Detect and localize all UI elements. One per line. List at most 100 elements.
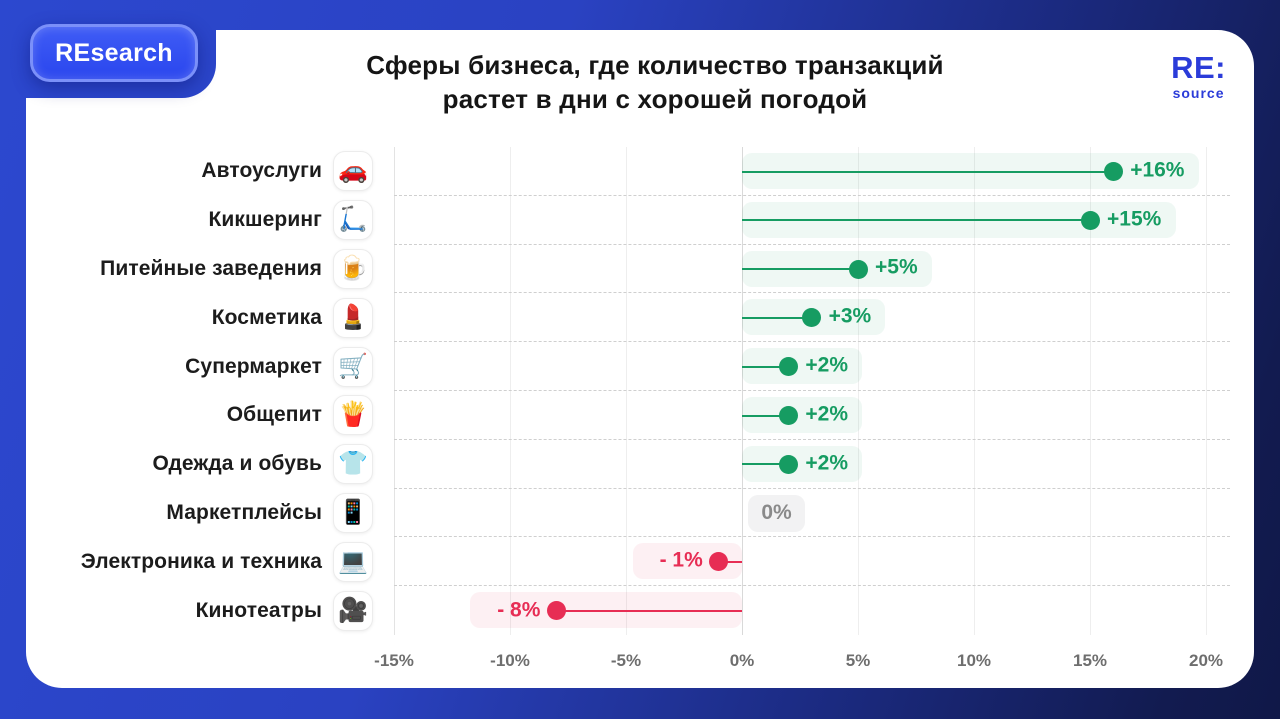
value-label: +15% [1107,207,1162,231]
lollipop-stem [742,365,789,368]
smartphone-icon: 📱 [333,492,373,533]
lollipop-stem [742,463,789,466]
category-label: Общепит [226,403,322,427]
fries-icon: 🍟 [333,395,373,436]
x-tick-label: 0% [729,651,755,670]
chart-row: +2% [394,391,1230,440]
lollipop-stem [742,219,1090,222]
lollipop-dot [709,552,729,572]
car-icon: 🚗 [333,151,373,192]
x-tick-label: 15% [1072,651,1108,670]
lollipop-stem [556,609,742,612]
chart-row: +16% [394,147,1230,196]
category-label: Маркетплейсы [166,500,322,524]
movie-camera-icon-glyph: 🎥 [338,596,368,624]
value-label: +2% [805,402,849,426]
gridline-15 [1090,147,1091,635]
category-row: Маркетплейсы 📱 [26,489,394,538]
chart-row: +2% [394,440,1230,489]
x-tick-label: -5% [610,651,642,670]
category-row: Супермаркет 🛒 [26,342,394,391]
x-axis-tick-labels: -15% -10% -5% 0% 5% 10% 15% 20% [374,651,1230,677]
category-label: Супермаркет [185,354,322,378]
x-tick-label: 5% [845,651,871,670]
chart-title-line2: растет в дни с хорошей погодой [442,84,868,114]
lollipop-dot [778,454,798,474]
lollipop-stem [718,560,742,563]
value-label: +5% [875,256,918,280]
category-row: Питейные заведения 🍺 [26,245,394,294]
gridline-10 [974,147,975,635]
category-row: Одежда и обувь 👕 [26,440,394,489]
category-label: Питейные заведения [100,256,322,280]
lipstick-icon-glyph: 💄 [338,303,368,331]
chart-row: 0% [394,489,1230,538]
beer-mug-icon-glyph: 🍺 [338,254,368,282]
chart-row: +3% [394,293,1230,343]
lollipop-dot [546,601,566,621]
x-tick-label: -10% [490,651,530,670]
kick-scooter-icon: 🛴 [333,200,373,241]
chart-title: Сферы бизнеса, где количество транзакций… [146,48,1164,116]
lollipop-stem [742,414,789,417]
research-badge-label: REsearch [55,38,173,67]
lollipop-dot [778,357,798,377]
chart-plot-area: +16% +15% +5% +3% +2% +2% +2% 0% - 1% - 8% [394,147,1230,635]
value-label: +3% [828,304,872,328]
x-tick-label: 20% [1188,651,1224,670]
chart-row: +15% [394,196,1230,245]
laptop-icon: 💻 [333,541,373,582]
category-row: Косметика 💄 [26,293,394,342]
gridline--10 [510,147,511,635]
chart-row: - 1% [394,537,1230,587]
resource-logo-main: RE: [1171,50,1226,85]
category-label: Одежда и обувь [152,452,322,476]
value-label: +2% [805,353,849,377]
lollipop-stem [742,316,812,319]
x-tick-label: 10% [956,651,992,670]
fries-icon-glyph: 🍟 [338,401,368,429]
value-label: - 8% [497,598,541,622]
category-row: Кинотеатры 🎥 [26,586,394,635]
lollipop-stem [742,170,1114,173]
zero-value-pill: 0% [748,494,805,532]
gridline-0 [742,147,743,635]
category-label: Кинотеатры [195,598,322,622]
lollipop-stem [742,268,858,271]
beer-mug-icon: 🍺 [333,248,373,289]
category-label: Электроника и техника [80,549,322,573]
gridline-5 [858,147,859,635]
lollipop-dot [1080,210,1100,230]
value-label: - 1% [659,548,703,572]
category-labels-column: Автоуслуги 🚗 Кикшеринг 🛴 Питейные заведения 🍺… [26,147,394,635]
category-row: Автоуслуги 🚗 [26,147,394,196]
car-icon-glyph: 🚗 [338,157,368,185]
chart-row: - 8% [394,586,1230,635]
infographic-card: Сферы бизнеса, где количество транзакций… [26,30,1254,688]
kick-scooter-icon-glyph: 🛴 [338,206,368,234]
category-row: Электроника и техника 💻 [26,537,394,586]
category-label: Автоуслуги [201,159,322,183]
movie-camera-icon: 🎥 [333,590,373,631]
value-label: +2% [805,451,849,475]
tshirt-icon-glyph: 👕 [338,450,368,478]
lollipop-dot [778,406,798,425]
shopping-cart-icon-glyph: 🛒 [338,352,368,380]
lollipop-dot [802,308,822,328]
smartphone-icon-glyph: 📱 [338,498,368,526]
lollipop-dot [848,259,868,279]
lipstick-icon: 💄 [333,297,373,338]
resource-logo: RE: source [1171,52,1226,100]
chart-row: +2% [394,342,1230,391]
gridline--15 [394,147,395,635]
resource-logo-sub: source [1172,85,1225,101]
chart-row: +5% [394,245,1230,294]
category-label: Кикшеринг [208,208,322,232]
shopping-cart-icon: 🛒 [333,346,373,387]
tshirt-icon: 👕 [333,444,373,485]
gridline-20 [1206,147,1207,635]
category-row: Кикшеринг 🛴 [26,196,394,245]
laptop-icon-glyph: 💻 [338,547,368,575]
x-tick-label: -15% [374,651,414,670]
gridline--5 [626,147,627,635]
